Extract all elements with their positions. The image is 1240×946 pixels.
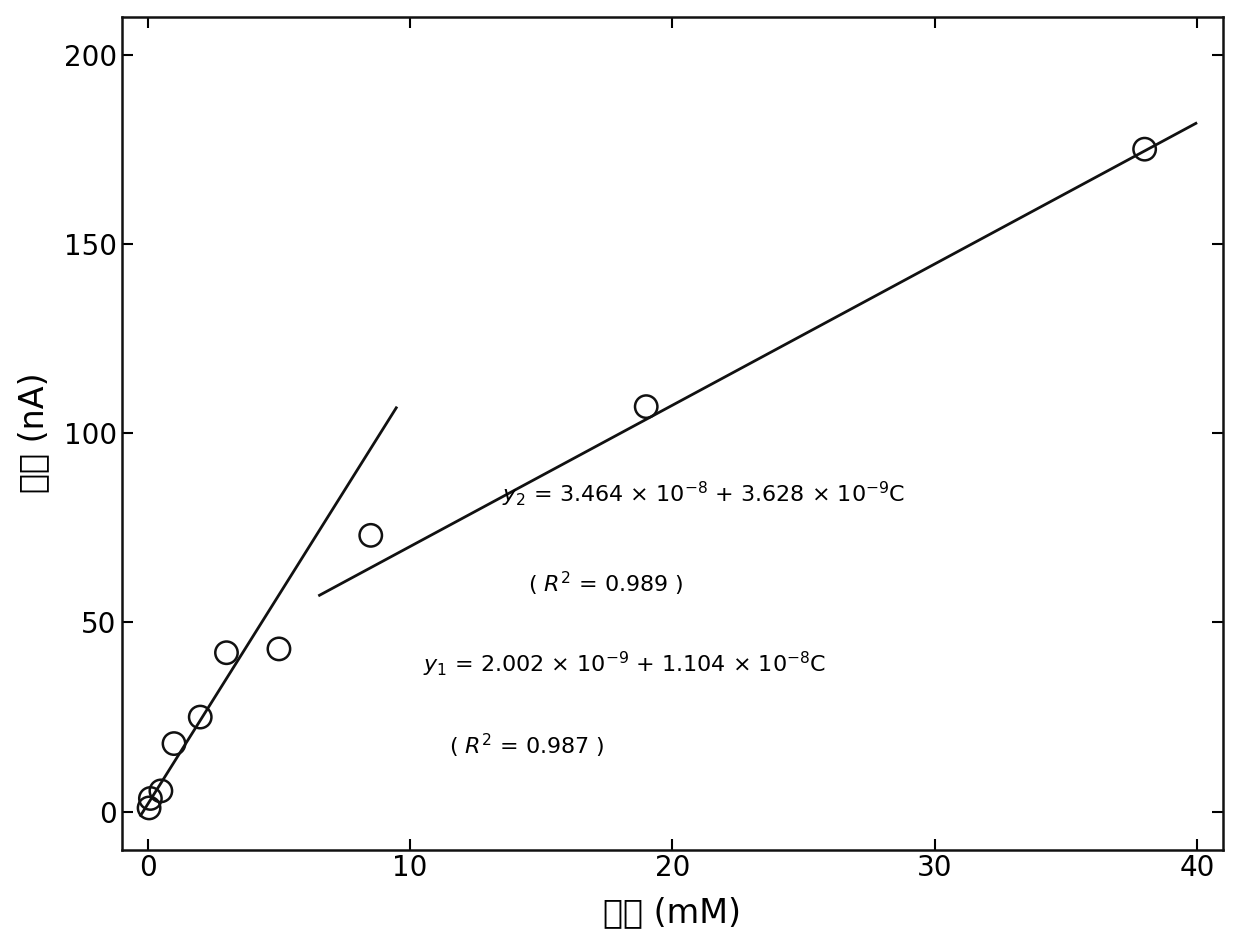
Y-axis label: 电流 (nA): 电流 (nA) xyxy=(16,373,50,494)
Point xyxy=(139,800,159,815)
X-axis label: 浓度 (mM): 浓度 (mM) xyxy=(604,896,742,929)
Point xyxy=(636,399,656,414)
Text: $y_{2}$ = 3.464 × 10$^{-8}$ + 3.628 × 10$^{-9}$C: $y_{2}$ = 3.464 × 10$^{-8}$ + 3.628 × 10… xyxy=(502,480,905,509)
Point xyxy=(1135,142,1154,157)
Point xyxy=(217,645,237,660)
Text: $y_{1}$ = 2.002 × 10$^{-9}$ + 1.104 × 10$^{-8}$C: $y_{1}$ = 2.002 × 10$^{-9}$ + 1.104 × 10… xyxy=(423,650,827,679)
Text: ( $R^{2}$ = 0.987 ): ( $R^{2}$ = 0.987 ) xyxy=(449,732,605,761)
Point xyxy=(140,791,160,806)
Point xyxy=(190,710,210,725)
Point xyxy=(361,528,381,543)
Point xyxy=(164,736,184,751)
Point xyxy=(151,783,171,798)
Point xyxy=(269,641,289,657)
Text: ( $R^{2}$ = 0.989 ): ( $R^{2}$ = 0.989 ) xyxy=(528,569,683,598)
